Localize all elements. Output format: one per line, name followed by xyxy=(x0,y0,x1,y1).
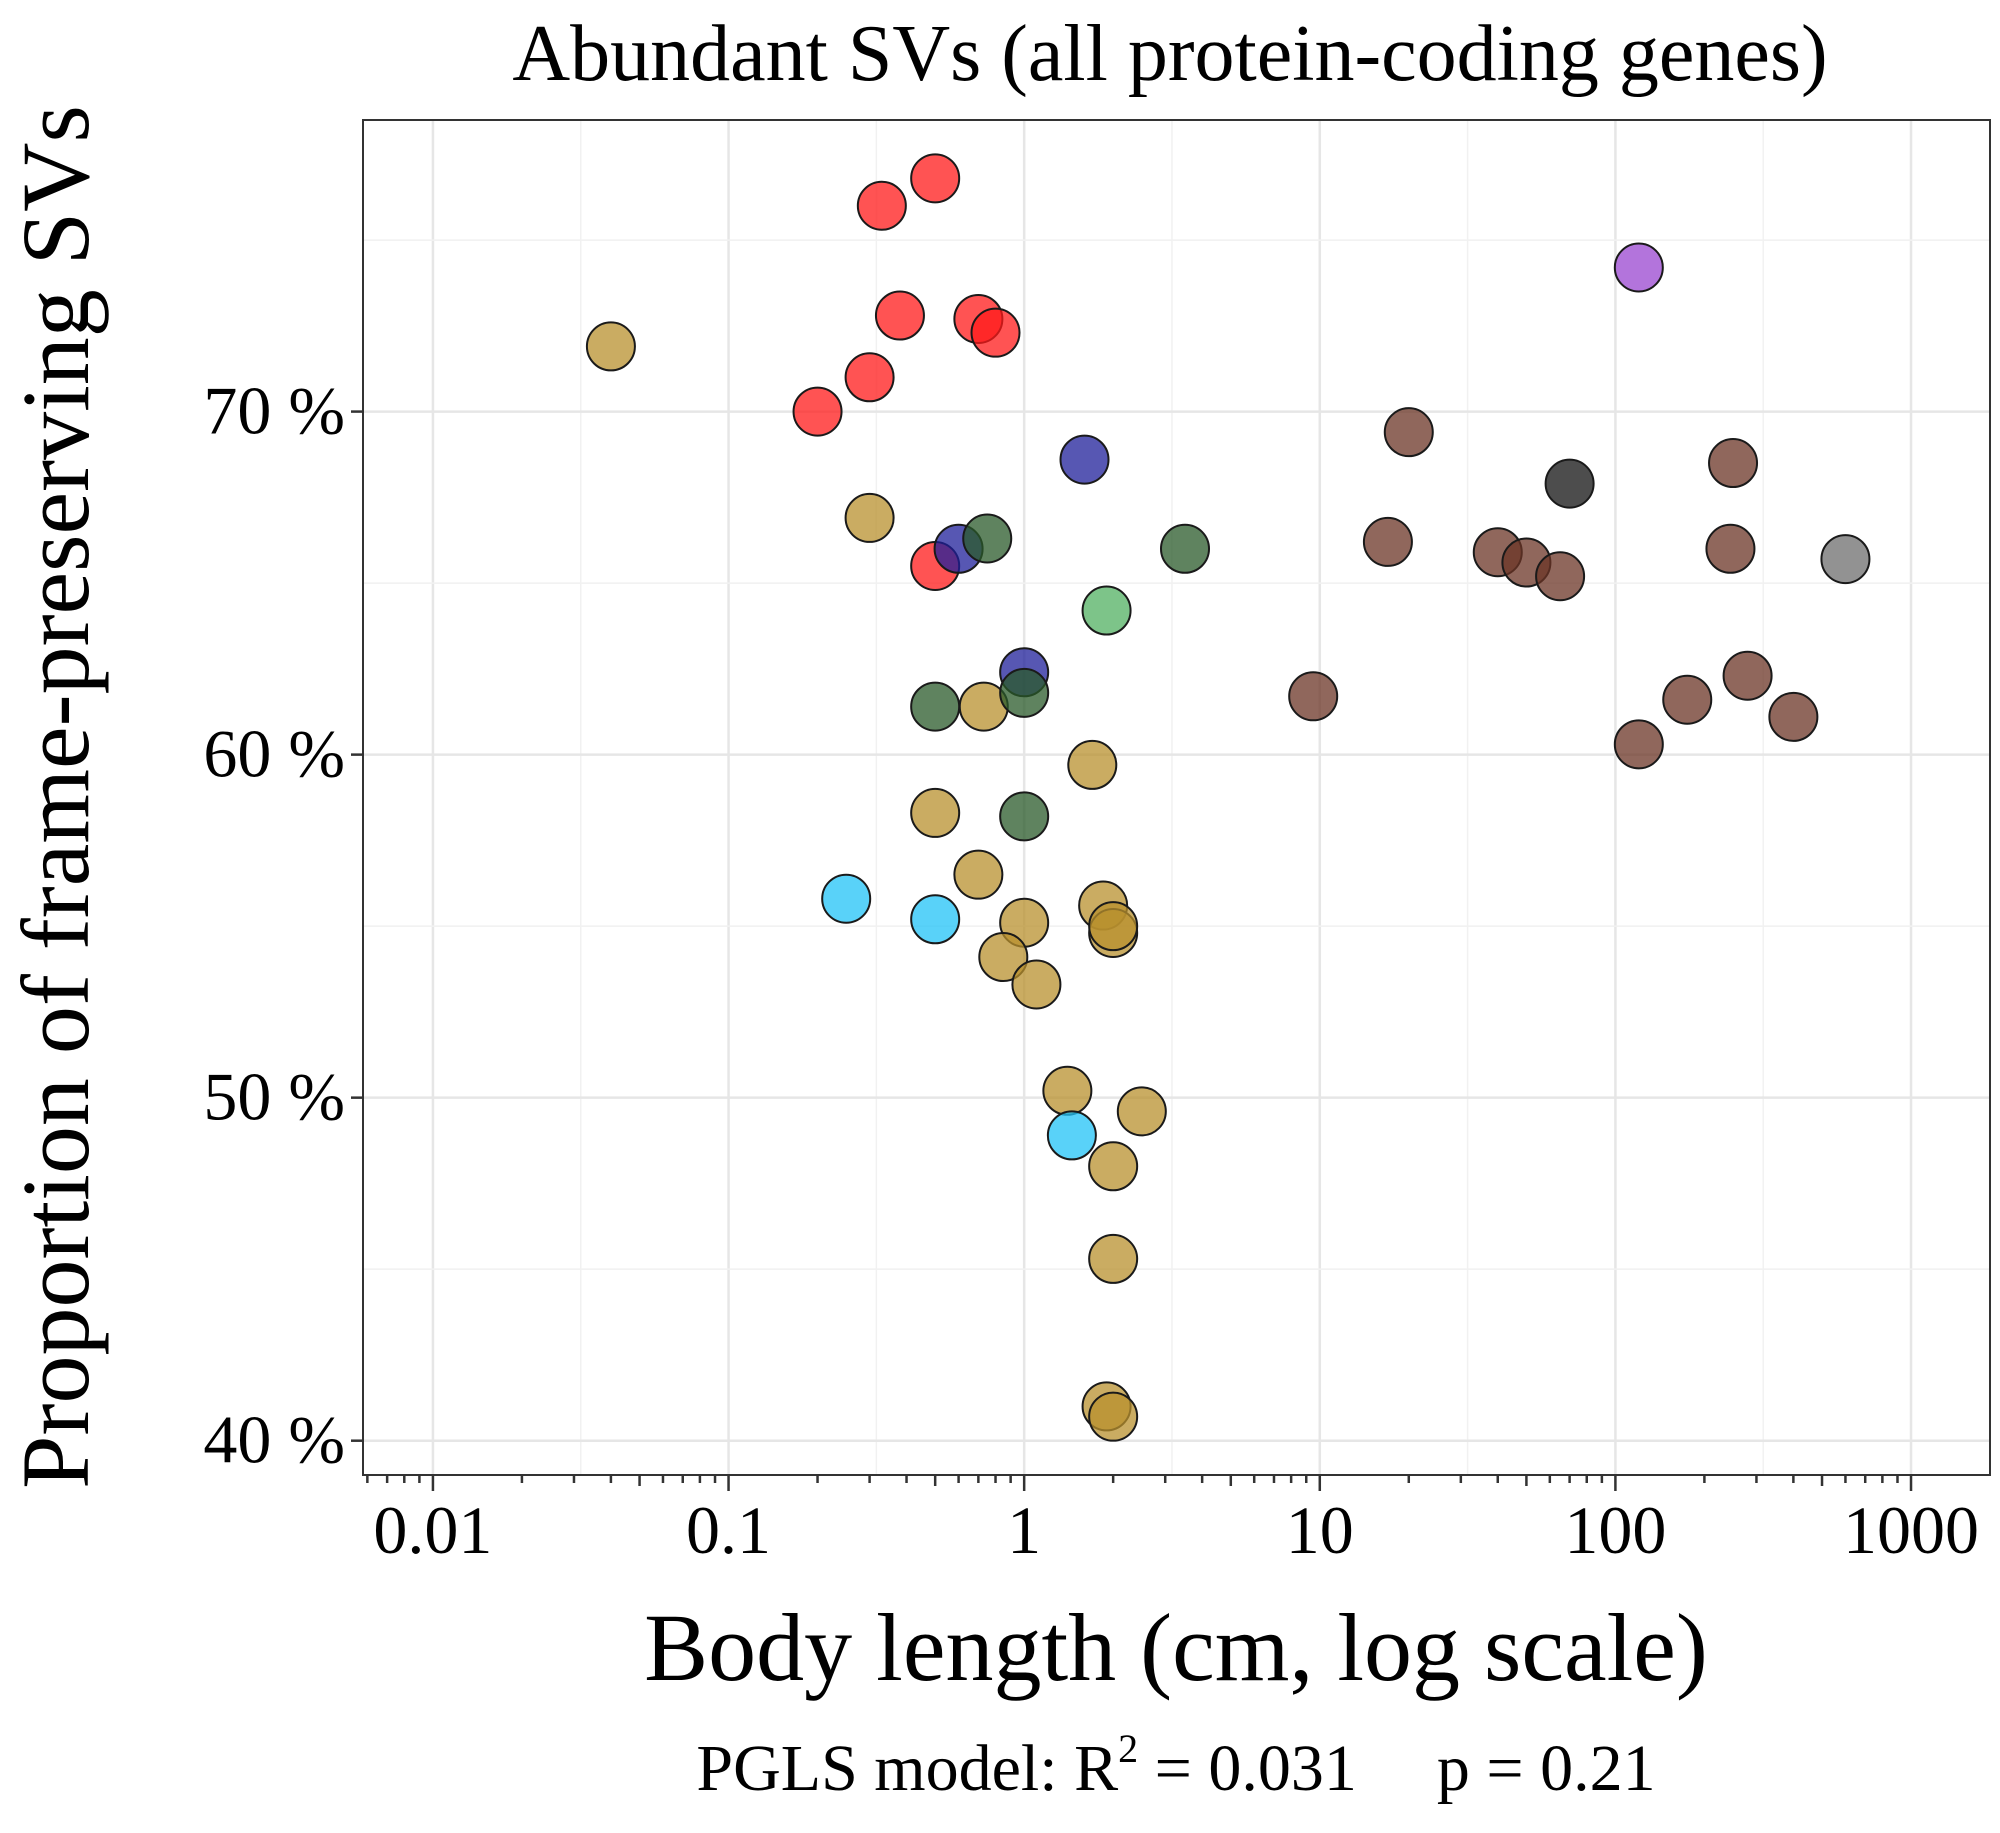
data-point xyxy=(856,180,907,231)
data-point xyxy=(1081,585,1132,636)
plot-frame xyxy=(362,119,1991,1476)
data-point xyxy=(1160,523,1211,574)
y-tick-label: 70 % xyxy=(203,373,345,449)
grid-layer xyxy=(363,120,1990,1475)
data-point xyxy=(1067,739,1118,790)
y-tick-label: 50 % xyxy=(203,1059,345,1135)
data-point xyxy=(1708,438,1759,489)
data-point xyxy=(1613,719,1664,770)
data-point xyxy=(844,352,895,403)
y-tick-label: 40 % xyxy=(203,1402,345,1478)
pgls-p: p = 0.21 xyxy=(1437,1732,1656,1805)
x-tick-label: 0.01 xyxy=(373,1492,492,1568)
data-point xyxy=(910,894,961,945)
data-point xyxy=(1288,671,1339,722)
x-tick-label: 1000 xyxy=(1843,1492,1979,1568)
point-layer xyxy=(585,153,1871,1442)
data-point xyxy=(1613,242,1664,293)
data-point xyxy=(821,873,872,924)
pgls-superscript: 2 xyxy=(1118,1726,1138,1771)
data-point xyxy=(1662,674,1713,725)
data-point xyxy=(1705,523,1756,574)
data-point xyxy=(844,492,895,543)
data-point xyxy=(1059,434,1110,485)
data-point xyxy=(1820,534,1871,585)
data-point xyxy=(585,321,636,372)
data-point xyxy=(1088,1233,1139,1284)
data-point xyxy=(910,153,961,204)
data-point xyxy=(1011,959,1062,1010)
data-point xyxy=(1116,1086,1167,1137)
data-point xyxy=(978,932,1029,983)
data-point xyxy=(962,513,1013,564)
data-point xyxy=(970,307,1021,358)
pgls-footer: PGLS model: R2 = 0.031 p = 0.21 xyxy=(696,1726,1655,1805)
data-point xyxy=(910,681,961,732)
y-tick-label: 60 % xyxy=(203,716,345,792)
data-point xyxy=(874,290,925,341)
x-axis-label: Body length (cm, log scale) xyxy=(644,1594,1708,1701)
data-point xyxy=(1544,458,1595,509)
x-tick-label: 0.1 xyxy=(686,1492,771,1568)
data-point xyxy=(1088,901,1139,952)
pgls-prefix: PGLS model: R xyxy=(696,1732,1118,1805)
x-tick-label: 10 xyxy=(1286,1492,1354,1568)
data-point xyxy=(1768,691,1819,742)
data-point xyxy=(1383,407,1434,458)
data-point xyxy=(1088,1141,1139,1192)
data-point xyxy=(1088,1391,1139,1442)
x-tick-label: 100 xyxy=(1564,1492,1666,1568)
axis-layer: 0.01 0.1 1 10 100 1000 40 % 50 % 60 % 70 % xyxy=(203,373,1979,1568)
chart-title: Abundant SVs (all protein-coding genes) xyxy=(512,10,1827,98)
data-point xyxy=(1362,516,1413,567)
data-point xyxy=(999,667,1050,718)
x-tick-label: 1 xyxy=(1007,1492,1041,1568)
data-point xyxy=(910,787,961,838)
pgls-r2: = 0.031 xyxy=(1138,1732,1357,1805)
data-point xyxy=(1042,1065,1093,1116)
data-point xyxy=(1046,1110,1097,1161)
data-point xyxy=(999,791,1050,842)
data-point xyxy=(953,849,1004,900)
y-axis-label: Proportion of frame-preserving SVs xyxy=(2,105,109,1489)
data-point xyxy=(1722,650,1773,701)
data-point xyxy=(792,386,843,437)
data-point xyxy=(1535,551,1586,602)
